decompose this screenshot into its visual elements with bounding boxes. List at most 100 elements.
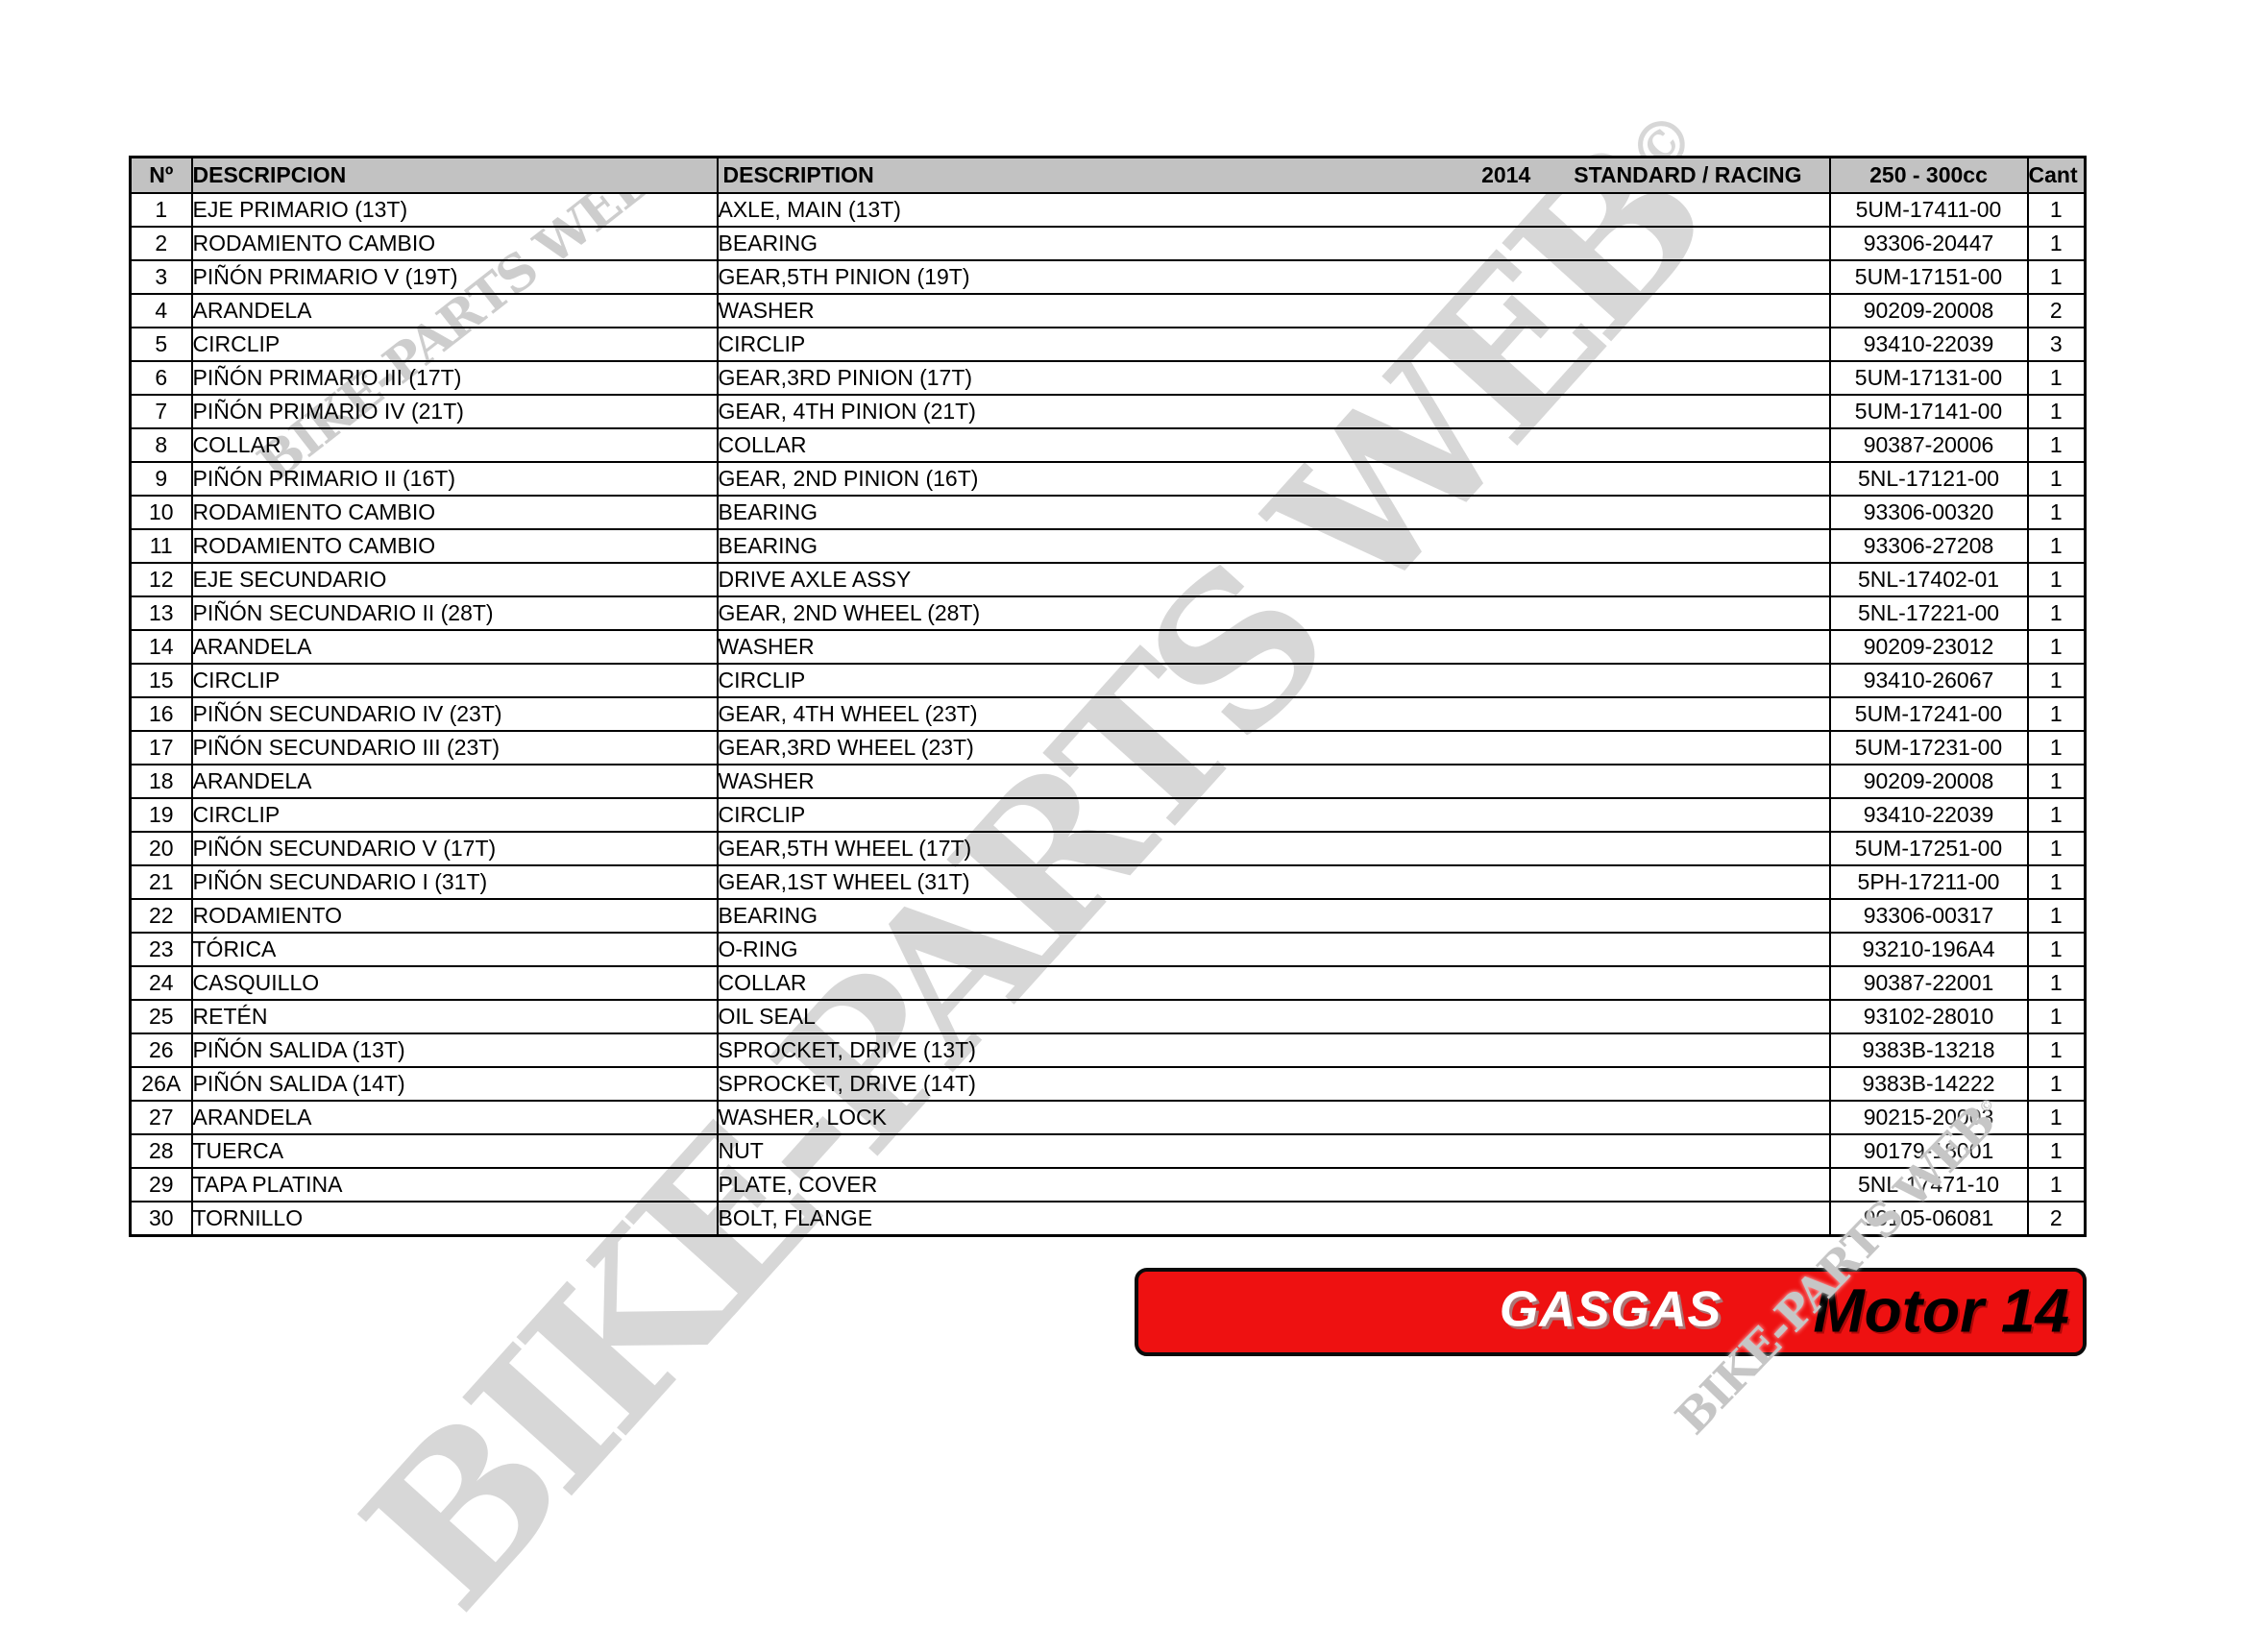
descripcion-cell: RETÉN bbox=[190, 999, 719, 1034]
descripcion-cell: PIÑÓN PRIMARIO II (16T) bbox=[190, 461, 719, 497]
table-row: 10 RODAMIENTO CAMBIO BEARING 93306-00320 1 bbox=[129, 495, 2087, 530]
part-number-cell: 90179-18001 bbox=[1828, 1133, 2029, 1169]
gasgas-logo: GASGAS bbox=[1499, 1281, 1722, 1338]
table-row: 27 ARANDELA WASHER, LOCK 90215-20003 1 bbox=[129, 1100, 2087, 1135]
descripcion-cell: CIRCLIP bbox=[190, 327, 719, 362]
description-cell: GEAR, 4TH WHEEL (23T) bbox=[716, 696, 1831, 732]
part-number-cell: 90387-22001 bbox=[1828, 965, 2029, 1001]
description-cell: COLLAR bbox=[716, 965, 1831, 1001]
table-row: 8 COLLAR COLLAR 90387-20006 1 bbox=[129, 427, 2087, 463]
description-cell: BEARING bbox=[716, 495, 1831, 530]
descripcion-cell: PIÑÓN SECUNDARIO IV (23T) bbox=[190, 696, 719, 732]
row-number-cell: 10 bbox=[129, 495, 193, 530]
quantity-cell: 1 bbox=[2026, 394, 2087, 429]
table-row: 21 PIÑÓN SECUNDARIO I (31T) GEAR,1ST WHEEL… bbox=[129, 864, 2087, 900]
description-cell: BEARING bbox=[716, 898, 1831, 934]
description-cell: GEAR,3RD WHEEL (23T) bbox=[716, 730, 1831, 765]
description-cell: BEARING bbox=[716, 528, 1831, 564]
motor-label: Motor 14 bbox=[1813, 1275, 2069, 1346]
table-row: 4 ARANDELA WASHER 90209-20008 2 bbox=[129, 293, 2087, 328]
descripcion-cell: CASQUILLO bbox=[190, 965, 719, 1001]
descripcion-cell: ARANDELA bbox=[190, 629, 719, 665]
table-row: 5 CIRCLIP CIRCLIP 93410-22039 3 bbox=[129, 327, 2087, 362]
part-number-cell: 90105-06081 bbox=[1828, 1201, 2029, 1237]
part-number-cell: 93306-00317 bbox=[1828, 898, 2029, 934]
part-number-cell: 5UM-17141-00 bbox=[1828, 394, 2029, 429]
table-row: 1 EJE PRIMARIO (13T) AXLE, MAIN (13T) 5UM-1… bbox=[129, 192, 2087, 228]
column-header-description-label: DESCRIPTION bbox=[722, 162, 874, 187]
quantity-cell: 1 bbox=[2026, 730, 2087, 765]
description-cell: COLLAR bbox=[716, 427, 1831, 463]
part-number-cell: 90209-23012 bbox=[1828, 629, 2029, 665]
descripcion-cell: PIÑÓN SECUNDARIO V (17T) bbox=[190, 831, 719, 866]
brand-banner: GASGAS Motor 14 bbox=[1135, 1268, 2087, 1356]
descripcion-cell: EJE PRIMARIO (13T) bbox=[190, 192, 719, 228]
part-number-cell: 90215-20003 bbox=[1828, 1100, 2029, 1135]
row-number-cell: 6 bbox=[129, 360, 193, 396]
table-row: 6 PIÑÓN PRIMARIO III (17T) GEAR,3RD PINION… bbox=[129, 360, 2087, 396]
table-row: 24 CASQUILLO COLLAR 90387-22001 1 bbox=[129, 965, 2087, 1001]
part-number-cell: 5PH-17211-00 bbox=[1828, 864, 2029, 900]
part-number-cell: 5UM-17131-00 bbox=[1828, 360, 2029, 396]
header-year: 2014 bbox=[1481, 162, 1531, 187]
table-row: 9 PIÑÓN PRIMARIO II (16T) GEAR, 2ND PINION… bbox=[129, 461, 2087, 497]
part-number-cell: 5UM-17251-00 bbox=[1828, 831, 2029, 866]
row-number-cell: 22 bbox=[129, 898, 193, 934]
quantity-cell: 1 bbox=[2026, 595, 2087, 631]
descripcion-cell: ARANDELA bbox=[190, 293, 719, 328]
row-number-cell: 7 bbox=[129, 394, 193, 429]
part-number-cell: 5NL-17121-00 bbox=[1828, 461, 2029, 497]
description-cell: AXLE, MAIN (13T) bbox=[716, 192, 1831, 228]
row-number-cell: 13 bbox=[129, 595, 193, 631]
quantity-cell: 2 bbox=[2026, 293, 2087, 328]
description-cell: BEARING bbox=[716, 226, 1831, 261]
quantity-cell: 1 bbox=[2026, 562, 2087, 597]
table-row: 15 CIRCLIP CIRCLIP 93410-26067 1 bbox=[129, 663, 2087, 698]
description-cell: GEAR,5TH WHEEL (17T) bbox=[716, 831, 1831, 866]
description-cell: GEAR, 2ND PINION (16T) bbox=[716, 461, 1831, 497]
table-row: 28 TUERCA NUT 90179-18001 1 bbox=[129, 1133, 2087, 1169]
description-cell: OIL SEAL bbox=[716, 999, 1831, 1034]
row-number-cell: 12 bbox=[129, 562, 193, 597]
table-row: 25 RETÉN OIL SEAL 93102-28010 1 bbox=[129, 999, 2087, 1034]
part-number-cell: 90209-20008 bbox=[1828, 764, 2029, 799]
description-cell: GEAR, 2ND WHEEL (28T) bbox=[716, 595, 1831, 631]
descripcion-cell: CIRCLIP bbox=[190, 797, 719, 833]
descripcion-cell: PIÑÓN SALIDA (13T) bbox=[190, 1032, 719, 1068]
description-cell: O-RING bbox=[716, 932, 1831, 967]
part-number-cell: 93210-196A4 bbox=[1828, 932, 2029, 967]
quantity-cell: 1 bbox=[2026, 831, 2087, 866]
descripcion-cell: RODAMIENTO bbox=[190, 898, 719, 934]
descripcion-cell: PIÑÓN PRIMARIO III (17T) bbox=[190, 360, 719, 396]
descripcion-cell: TAPA PLATINA bbox=[190, 1167, 719, 1203]
table-row: 26 PIÑÓN SALIDA (13T) SPROCKET, DRIVE (13T… bbox=[129, 1032, 2087, 1068]
quantity-cell: 1 bbox=[2026, 192, 2087, 228]
table-row: 22 RODAMIENTO BEARING 93306-00317 1 bbox=[129, 898, 2087, 934]
description-cell: WASHER bbox=[716, 764, 1831, 799]
part-number-cell: 93102-28010 bbox=[1828, 999, 2029, 1034]
description-cell: CIRCLIP bbox=[716, 797, 1831, 833]
table-row: 7 PIÑÓN PRIMARIO IV (21T) GEAR, 4TH PINION… bbox=[129, 394, 2087, 429]
row-number-cell: 30 bbox=[129, 1201, 193, 1237]
table-row: 11 RODAMIENTO CAMBIO BEARING 93306-27208 1 bbox=[129, 528, 2087, 564]
row-number-cell: 2 bbox=[129, 226, 193, 261]
row-number-cell: 23 bbox=[129, 932, 193, 967]
row-number-cell: 20 bbox=[129, 831, 193, 866]
quantity-cell: 1 bbox=[2026, 528, 2087, 564]
column-header-description: DESCRIPTION 2014 STANDARD / RACING bbox=[716, 156, 1831, 194]
descripcion-cell: PIÑÓN SALIDA (14T) bbox=[190, 1066, 719, 1102]
part-number-cell: 5NL-17221-00 bbox=[1828, 595, 2029, 631]
part-number-cell: 93306-27208 bbox=[1828, 528, 2029, 564]
table-body: 1 EJE PRIMARIO (13T) AXLE, MAIN (13T) 5UM-1… bbox=[129, 192, 2087, 1237]
part-number-cell: 5UM-17241-00 bbox=[1828, 696, 2029, 732]
part-number-cell: 93306-00320 bbox=[1828, 495, 2029, 530]
descripcion-cell: ARANDELA bbox=[190, 1100, 719, 1135]
descripcion-cell: PIÑÓN PRIMARIO V (19T) bbox=[190, 259, 719, 295]
quantity-cell: 1 bbox=[2026, 629, 2087, 665]
part-number-cell: 9383B-13218 bbox=[1828, 1032, 2029, 1068]
column-header-quantity: Cant bbox=[2026, 156, 2087, 194]
descripcion-cell: ARANDELA bbox=[190, 764, 719, 799]
header-row: Nº DESCRIPCION DESCRIPTION 2014 STANDARD… bbox=[129, 156, 2087, 194]
row-number-cell: 4 bbox=[129, 293, 193, 328]
part-number-cell: 93306-20447 bbox=[1828, 226, 2029, 261]
